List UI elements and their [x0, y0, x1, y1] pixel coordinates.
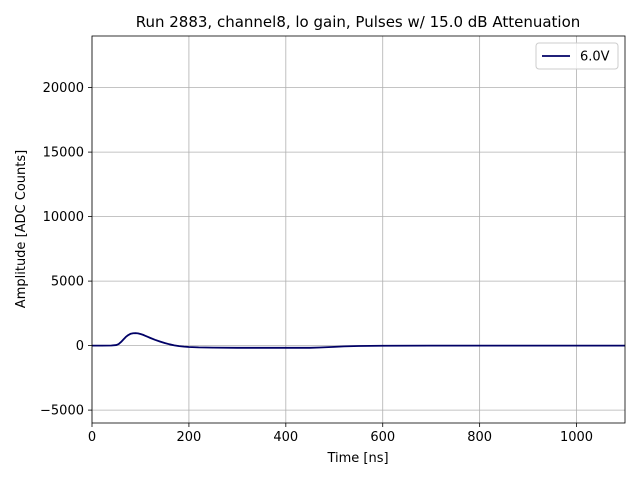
chart-title: Run 2883, channel8, lo gain, Pulses w/ 1…: [136, 13, 581, 31]
y-tick-label: −5000: [40, 404, 84, 419]
y-axis-label: Amplitude [ADC Counts]: [14, 150, 29, 308]
y-axis: −5000 0 5000 10000 15000 20000: [40, 81, 92, 419]
x-tick-label: 600: [370, 430, 395, 445]
x-tick-label: 0: [88, 430, 96, 445]
x-axis-label: Time [ns]: [326, 451, 388, 466]
y-tick-label: 5000: [51, 275, 84, 290]
plot-frame: [91, 35, 626, 424]
x-tick-label: 200: [176, 430, 201, 445]
x-axis: 0 200 400 600 800 1000: [88, 423, 593, 445]
series-line-0: [92, 332, 625, 349]
grid: [91, 36, 625, 423]
x-tick-label: 800: [467, 430, 492, 445]
series-layer: [92, 332, 625, 349]
y-tick-label: 20000: [43, 81, 84, 96]
legend: 6.0V: [535, 42, 619, 70]
y-tick-label: 15000: [43, 146, 84, 161]
legend-box: [535, 42, 619, 70]
legend-entry: 6.0V: [580, 50, 610, 65]
y-tick-label: 10000: [43, 210, 84, 225]
x-tick-label: 1000: [560, 430, 593, 445]
x-tick-label: 400: [273, 430, 298, 445]
y-tick-label: 0: [76, 339, 84, 354]
